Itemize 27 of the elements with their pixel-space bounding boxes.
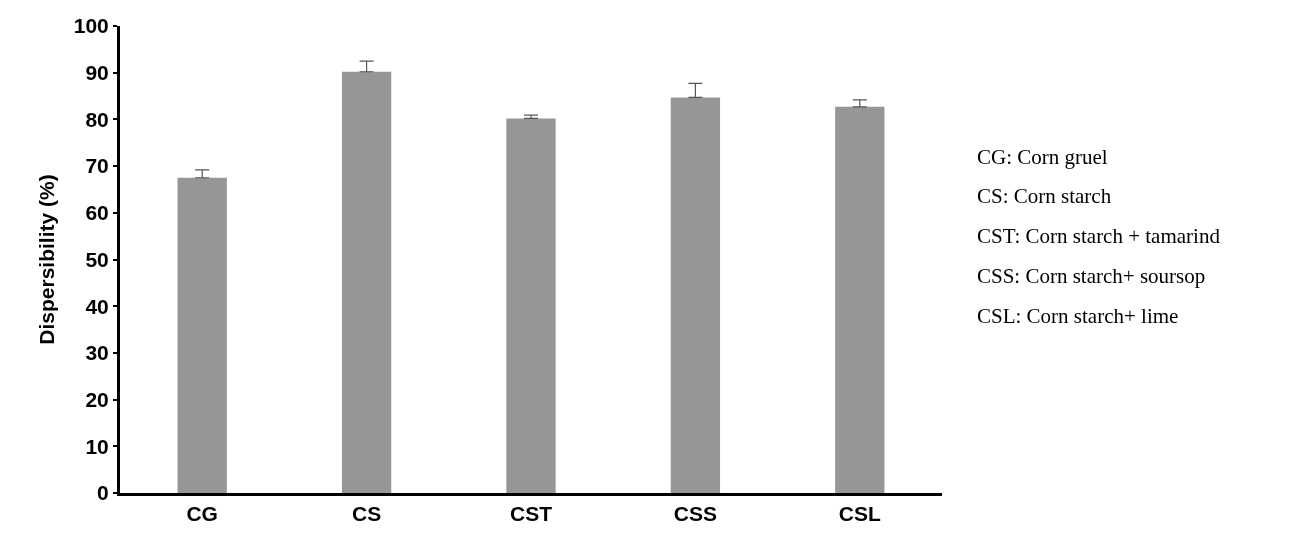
text: CST: Corn starch + tamarind <box>977 224 1221 248</box>
y-tick-label: 70 <box>85 154 109 178</box>
x-tick-label: CS <box>352 502 382 526</box>
y-tick-label: 90 <box>85 61 109 85</box>
y-axis-title: Dispersibility (%) <box>34 174 58 345</box>
text: CSL: Corn starch+ lime <box>977 304 1179 328</box>
x-tick-label: CST <box>510 502 553 526</box>
bar <box>506 118 556 493</box>
text: CS: Corn starch <box>977 184 1112 208</box>
bar <box>341 71 392 493</box>
x-tick-label: CG <box>186 502 218 526</box>
y-tick-label: 30 <box>85 341 109 365</box>
y-tick-label: 80 <box>85 107 109 131</box>
y-tick-label: 0 <box>97 481 109 505</box>
bar <box>670 97 721 493</box>
x-tick-label: CSS <box>673 502 717 526</box>
x-tick-label: CSL <box>838 502 881 526</box>
y-tick-label: 20 <box>85 387 109 411</box>
y-tick-label: 10 <box>85 434 109 458</box>
bar <box>835 106 885 493</box>
y-tick-label: 40 <box>85 294 109 318</box>
bar <box>177 177 227 493</box>
text: CG: Corn gruel <box>977 145 1108 169</box>
y-tick-label: 60 <box>85 201 109 225</box>
text: CSS: Corn starch+ soursop <box>977 264 1206 288</box>
y-tick-label: 100 <box>73 14 109 38</box>
y-tick-label: 50 <box>85 247 109 271</box>
